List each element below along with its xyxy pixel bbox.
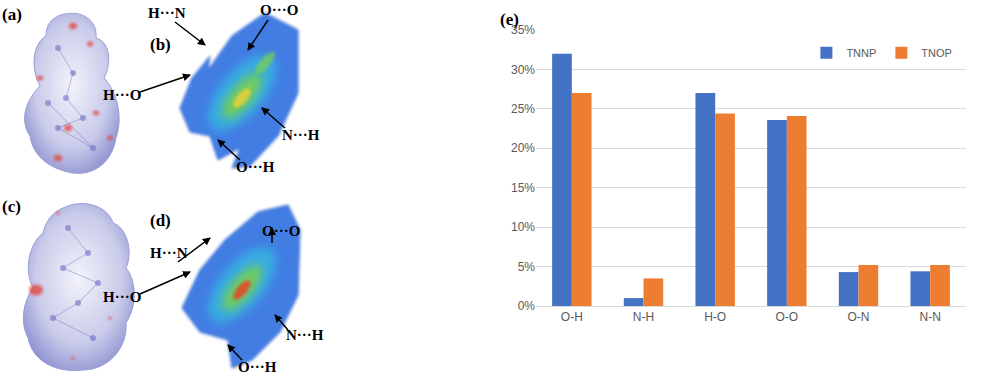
svg-text:(b): (b) <box>150 35 171 54</box>
svg-text:O···H: O···H <box>238 359 277 375</box>
svg-text:O···O: O···O <box>262 223 300 239</box>
svg-text:N-H: N-H <box>633 310 654 324</box>
svg-text:H···O: H···O <box>103 289 141 305</box>
svg-text:TNNP: TNNP <box>846 47 876 59</box>
svg-text:35%: 35% <box>511 23 535 38</box>
svg-text:O···O: O···O <box>260 2 298 18</box>
svg-text:H-O: H-O <box>704 310 726 324</box>
svg-text:O-N: O-N <box>848 310 870 324</box>
svg-text:25%: 25% <box>511 102 535 116</box>
svg-text:20%: 20% <box>511 141 535 155</box>
svg-text:5%: 5% <box>518 260 536 274</box>
svg-text:10%: 10% <box>511 220 535 234</box>
svg-text:N···H: N···H <box>286 327 324 343</box>
svg-text:O···H: O···H <box>236 159 275 175</box>
svg-text:TNOP: TNOP <box>921 47 952 59</box>
html-text:(e): (e) <box>500 10 519 29</box>
svg-text:H···N: H···N <box>148 5 186 21</box>
svg-text:H···O: H···O <box>103 87 141 103</box>
svg-text:0%: 0% <box>518 299 536 313</box>
svg-text:O-H: O-H <box>561 310 583 324</box>
svg-text:(c): (c) <box>2 197 21 216</box>
svg-text:15%: 15% <box>511 181 535 195</box>
svg-text:N···H: N···H <box>282 127 320 143</box>
svg-text:(a): (a) <box>2 5 22 24</box>
svg-text:N-N: N-N <box>920 310 941 324</box>
svg-text:(d): (d) <box>150 211 171 230</box>
svg-text:O-O: O-O <box>775 310 798 324</box>
svg-text:30%: 30% <box>511 63 535 77</box>
svg-text:H···N: H···N <box>150 245 188 261</box>
